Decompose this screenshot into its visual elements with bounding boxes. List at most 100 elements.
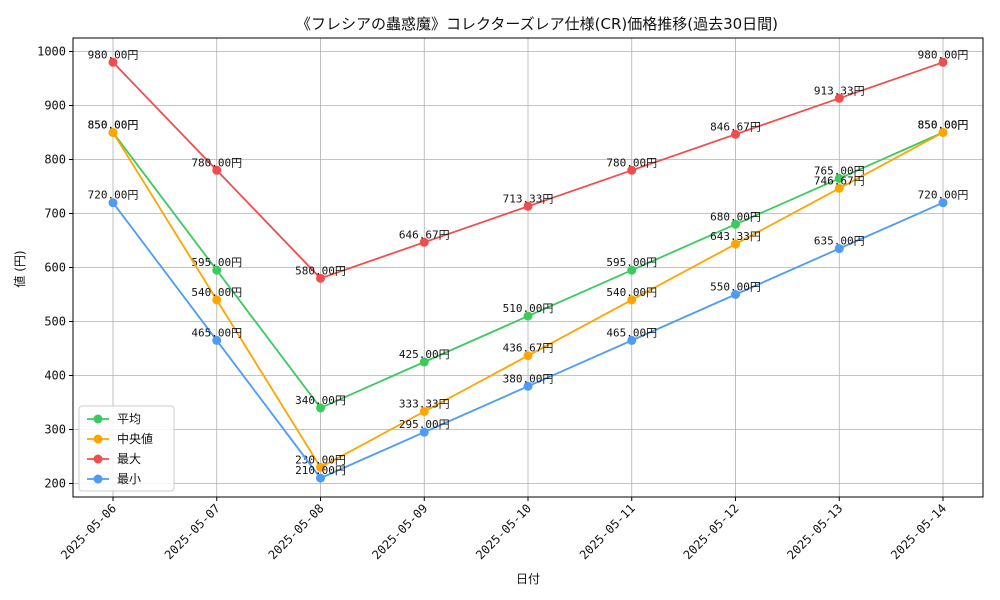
data-label: 635.00円 [814, 235, 865, 248]
data-point [419, 427, 429, 437]
data-label: 850.00円 [918, 119, 969, 132]
data-label: 720.00円 [918, 189, 969, 202]
data-label: 540.00円 [606, 286, 657, 299]
y-tick-label: 600 [44, 261, 66, 275]
y-tick-label: 800 [44, 153, 66, 167]
data-point [316, 473, 325, 483]
data-label: 846.67円 [710, 120, 761, 133]
chart-title: 《フレシアの蟲惑魔》コレクターズレア仕様(CR)価格推移(過去30日間) [296, 15, 778, 33]
legend-marker [93, 434, 103, 444]
data-point [627, 295, 637, 305]
legend-marker [93, 414, 103, 424]
data-label: 580.00円 [295, 264, 346, 277]
data-point [834, 173, 844, 183]
x-tick-label: 2025-05-06 [58, 501, 119, 562]
legend-box [78, 405, 175, 492]
legend-marker [93, 454, 103, 464]
x-tick-label: 2025-05-08 [266, 501, 327, 562]
x-tick-label: 2025-05-11 [577, 501, 638, 562]
data-point [419, 237, 429, 247]
data-point [108, 198, 118, 208]
data-label: 540.00円 [191, 286, 242, 299]
legend-label: 最小 [117, 472, 141, 486]
data-point [834, 244, 844, 254]
y-tick-label: 300 [44, 423, 66, 437]
data-label: 333.33円 [399, 398, 450, 411]
data-label: 465.00円 [606, 326, 657, 339]
data-label: 980.00円 [88, 48, 139, 61]
x-axis-label: 日付 [516, 572, 540, 586]
data-point [834, 93, 844, 103]
data-label: 380.00円 [503, 372, 554, 385]
data-label: 646.67円 [399, 228, 450, 241]
data-point [938, 57, 948, 67]
data-label: 980.00円 [918, 48, 969, 61]
data-point [108, 57, 118, 67]
data-label: 295.00円 [399, 418, 450, 431]
data-label: 720.00円 [88, 189, 139, 202]
data-label: 230.00円 [295, 453, 346, 466]
x-tick-label: 2025-05-13 [784, 501, 845, 562]
y-tick-label: 1000 [37, 45, 66, 59]
data-label: 425.00円 [399, 348, 450, 361]
data-label: 780.00円 [191, 156, 242, 169]
y-tick-label: 900 [44, 99, 66, 113]
data-point [523, 201, 533, 211]
x-tick-label: 2025-05-14 [888, 501, 949, 562]
data-point [316, 273, 325, 283]
data-point [523, 351, 533, 361]
data-point [834, 183, 844, 193]
data-label: 850.00円 [918, 119, 969, 132]
data-point [731, 290, 740, 299]
data-label: 780.00円 [606, 156, 657, 169]
data-point [419, 407, 429, 417]
data-point [212, 165, 222, 175]
data-point [627, 165, 637, 175]
y-tick-label: 500 [44, 315, 66, 329]
data-label: 550.00円 [710, 281, 761, 294]
data-point [316, 403, 325, 413]
data-point [316, 462, 325, 472]
data-label: 510.00円 [503, 302, 554, 315]
y-tick-label: 700 [44, 207, 66, 221]
data-label: 850.00円 [88, 119, 139, 132]
data-point [523, 311, 533, 321]
data-point [212, 295, 222, 305]
x-tick-label: 2025-05-10 [473, 501, 534, 562]
data-point [212, 335, 222, 345]
data-label: 595.00円 [191, 256, 242, 269]
y-axis-label: 値 (円) [12, 250, 27, 287]
x-tick-label: 2025-05-12 [681, 501, 742, 562]
data-label: 850.00円 [88, 119, 139, 132]
data-label: 746.67円 [814, 174, 865, 187]
plot-area: 200 300 400 500 600 700 800 900 1000 2025-05-06 20… [37, 37, 984, 562]
y-tick-label: 400 [44, 369, 66, 383]
data-point [627, 265, 637, 275]
data-point [938, 128, 948, 137]
data-point [731, 239, 740, 249]
x-tick-label: 2025-05-09 [369, 501, 430, 562]
data-point [731, 219, 740, 229]
data-point [938, 198, 948, 208]
data-point [212, 265, 222, 275]
legend-label: 平均 [117, 412, 141, 426]
legend-label: 最大 [117, 452, 141, 466]
data-label: 765.00円 [814, 164, 865, 177]
data-label: 713.33円 [503, 192, 554, 205]
legend-marker [93, 474, 103, 484]
data-label: 643.33円 [710, 230, 761, 243]
data-label: 680.00円 [710, 210, 761, 223]
data-point [108, 128, 118, 137]
data-point [627, 335, 637, 345]
data-label: 210.00円 [295, 464, 346, 477]
data-point [731, 129, 740, 139]
data-label: 340.00円 [295, 394, 346, 407]
x-tick-label: 2025-05-07 [162, 501, 223, 562]
data-point [523, 381, 533, 391]
y-tick-label: 200 [44, 477, 66, 491]
data-point [419, 357, 429, 367]
legend-label: 中央値 [117, 431, 153, 446]
data-label: 595.00円 [606, 256, 657, 269]
